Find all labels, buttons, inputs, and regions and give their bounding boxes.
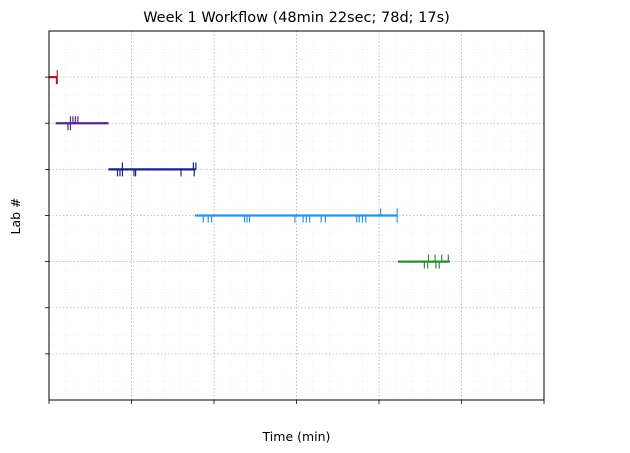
chart-title: Week 1 Workflow (48min 22sec; 78d; 17s) [143,10,450,26]
marks-layer [49,70,450,269]
axes-layer [45,76,545,404]
y-axis-label: Lab # [8,197,23,234]
x-axis-label: Time (min) [262,429,331,444]
